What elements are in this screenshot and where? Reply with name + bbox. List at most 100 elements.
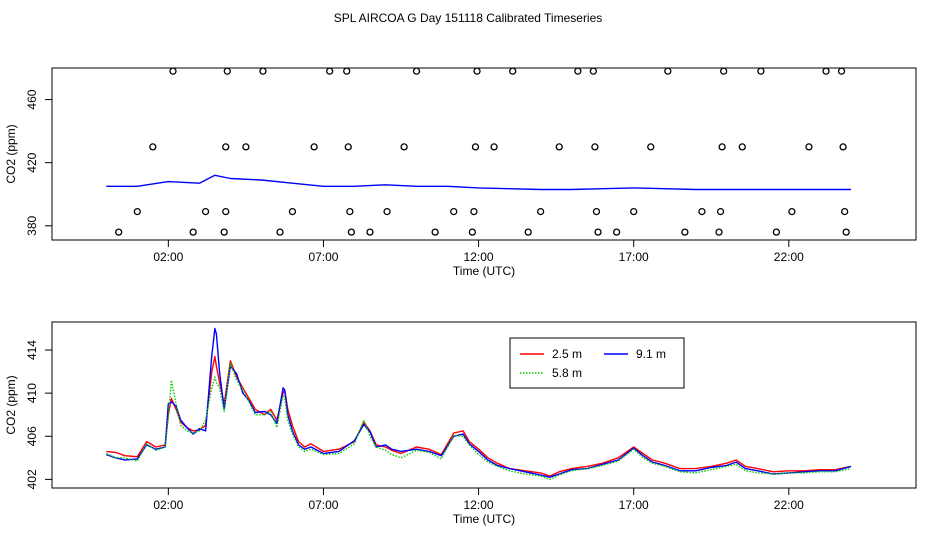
data-point-54 (805, 143, 813, 151)
data-point-44 (681, 228, 689, 236)
data-point-21 (383, 207, 391, 216)
top-points-layer (115, 67, 850, 236)
y-tick-label-0: 380 (25, 215, 39, 235)
x-tick-label-3: 17:00 (619, 250, 649, 264)
x-tick-label-1: 07:00 (308, 498, 338, 512)
data-point-40 (612, 228, 621, 236)
y-tick-label-1: 420 (25, 152, 39, 172)
data-point-47 (716, 207, 725, 216)
data-point-1 (133, 207, 141, 216)
data-point-27 (470, 207, 478, 216)
data-point-45 (698, 207, 706, 216)
data-point-23 (412, 67, 421, 75)
bottom-y-axis: 402 406 410 414 (25, 340, 53, 489)
x-tick-label-4: 22:00 (774, 250, 804, 264)
data-point-30 (490, 143, 498, 151)
x-tick-label-0: 02:00 (153, 250, 183, 264)
series-line-5-8-m (106, 362, 852, 481)
series-line-2-5-m (106, 355, 852, 477)
data-point-22 (400, 143, 408, 151)
y-tick-label-2: 460 (25, 89, 39, 109)
data-point-41 (630, 207, 638, 216)
legend-label-5-8m: 5.8 m (552, 366, 582, 380)
data-point-58 (840, 207, 849, 216)
bottom-x-axis: 02:00 07:00 12:00 17:00 22:00 (153, 487, 804, 512)
data-point-29 (473, 67, 481, 75)
series-line-blue-trace (106, 174, 851, 191)
y-tick-label-0: 402 (25, 469, 39, 489)
data-point-49 (720, 67, 728, 75)
bottom-x-axis-label: Time (UTC) (453, 512, 515, 526)
data-point-28 (471, 143, 480, 151)
legend-label-9-1m: 9.1 m (636, 347, 666, 361)
data-point-35 (574, 67, 582, 75)
data-point-50 (738, 143, 746, 151)
y-tick-label-2: 410 (25, 383, 39, 403)
data-point-12 (276, 228, 284, 236)
data-point-43 (664, 67, 672, 75)
data-point-13 (288, 207, 297, 216)
data-point-59 (842, 228, 850, 236)
x-tick-label-3: 17:00 (619, 498, 649, 512)
x-tick-label-0: 02:00 (153, 498, 183, 512)
data-point-3 (169, 67, 177, 75)
data-point-14 (310, 143, 318, 151)
bottom-panel: 02:00 07:00 12:00 17:00 22:00 402 406 410 414 T… (4, 321, 917, 526)
data-point-16 (343, 67, 351, 75)
data-point-57 (839, 143, 847, 151)
data-point-33 (536, 207, 545, 216)
data-point-24 (431, 228, 439, 236)
chart-title: SPL AIRCOA G Day 151118 Calibrated Times… (334, 11, 603, 25)
data-point-38 (592, 207, 601, 216)
y-tick-label-1: 406 (25, 426, 39, 446)
data-point-17 (344, 143, 352, 151)
data-point-37 (591, 143, 599, 151)
data-point-15 (326, 67, 334, 75)
data-point-51 (757, 67, 765, 75)
top-series-layer (106, 174, 851, 191)
x-tick-label-4: 22:00 (774, 498, 804, 512)
top-x-axis-label: Time (UTC) (453, 264, 515, 278)
data-point-26 (468, 228, 477, 236)
data-point-2 (149, 143, 157, 151)
top-y-axis-label: CO2 (ppm) (4, 124, 18, 183)
top-x-axis: 02:00 07:00 12:00 17:00 22:00 (153, 239, 804, 264)
data-point-8 (222, 143, 230, 151)
data-point-39 (594, 228, 602, 236)
bottom-series-layer (106, 327, 852, 481)
data-point-20 (366, 228, 374, 236)
data-point-18 (346, 207, 354, 216)
data-point-56 (837, 67, 846, 75)
top-y-axis: 380 420 460 (25, 89, 53, 236)
data-point-10 (242, 143, 250, 151)
data-point-4 (189, 228, 197, 236)
data-point-52 (772, 228, 781, 236)
data-point-7 (222, 207, 230, 216)
bottom-plot-frame (51, 321, 917, 489)
legend-box (509, 337, 685, 389)
legend-label-2-5m: 2.5 m (552, 347, 582, 361)
data-point-42 (647, 143, 655, 151)
data-point-0 (115, 228, 123, 236)
data-point-19 (347, 228, 356, 236)
x-tick-label-2: 12:00 (464, 498, 494, 512)
bottom-y-axis-label: CO2 (ppm) (4, 375, 18, 434)
x-tick-label-2: 12:00 (464, 250, 494, 264)
legend: 2.5 m 9.1 m 5.8 m (509, 337, 685, 389)
data-point-31 (509, 67, 517, 75)
top-panel: 02:00 07:00 12:00 17:00 22:00 380 420 460 Time… (4, 67, 917, 278)
x-tick-label-1: 07:00 (308, 250, 338, 264)
data-point-25 (450, 207, 458, 216)
data-point-53 (788, 207, 796, 216)
data-point-6 (220, 228, 228, 236)
data-point-46 (715, 228, 723, 236)
series-line-9-1-m (106, 327, 852, 478)
y-tick-label-3: 414 (25, 340, 39, 360)
top-plot-frame (51, 67, 917, 241)
data-point-36 (589, 67, 598, 75)
data-point-34 (555, 143, 563, 151)
data-point-32 (524, 228, 532, 236)
data-point-11 (259, 67, 267, 75)
data-point-9 (223, 67, 231, 75)
